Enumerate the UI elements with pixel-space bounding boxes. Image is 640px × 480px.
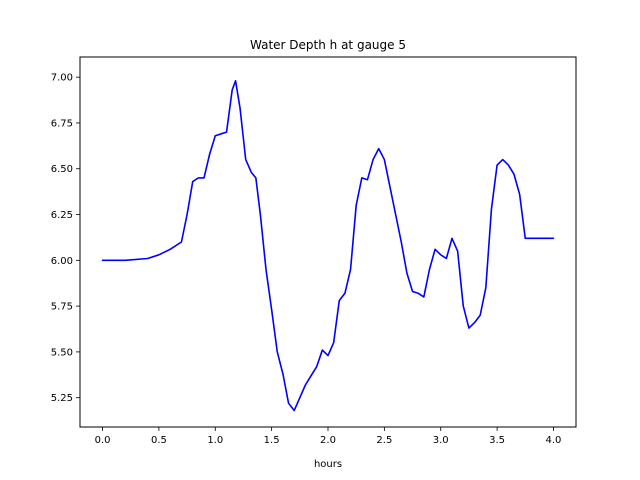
- y-tick-label-4: 6.25: [51, 210, 73, 221]
- plot-area: 0.0 0.5 1.0 1.5 2.0 2.5 3.0 3.5 4.0 5.25 5.50 5.75 6…: [51, 56, 577, 446]
- x-tick-label-0: 0.0: [95, 435, 111, 446]
- x-tick-label-7: 3.5: [489, 435, 505, 446]
- y-tick-label-3: 6.00: [51, 256, 73, 267]
- y-tick-label-1: 5.50: [51, 347, 73, 358]
- chart-title: Water Depth h at gauge 5: [250, 38, 406, 52]
- x-tick-label-5: 2.5: [376, 435, 392, 446]
- y-tick-label-2: 5.75: [51, 302, 73, 313]
- y-tick-label-7: 7.00: [51, 73, 73, 84]
- y-tick-label-0: 5.25: [51, 393, 73, 404]
- x-axis-label: hours: [314, 459, 342, 470]
- x-tick-label-2: 1.0: [207, 435, 223, 446]
- x-tick-label-4: 2.0: [320, 435, 336, 446]
- x-tick-label-8: 4.0: [546, 435, 562, 446]
- series-line-0: [101, 80, 555, 412]
- y-tick-label-5: 6.50: [51, 164, 73, 175]
- x-tick-label-3: 1.5: [264, 435, 280, 446]
- y-tick-label-6: 6.75: [51, 118, 73, 129]
- x-tick-label-1: 0.5: [151, 435, 167, 446]
- x-tick-label-6: 3.0: [433, 435, 449, 446]
